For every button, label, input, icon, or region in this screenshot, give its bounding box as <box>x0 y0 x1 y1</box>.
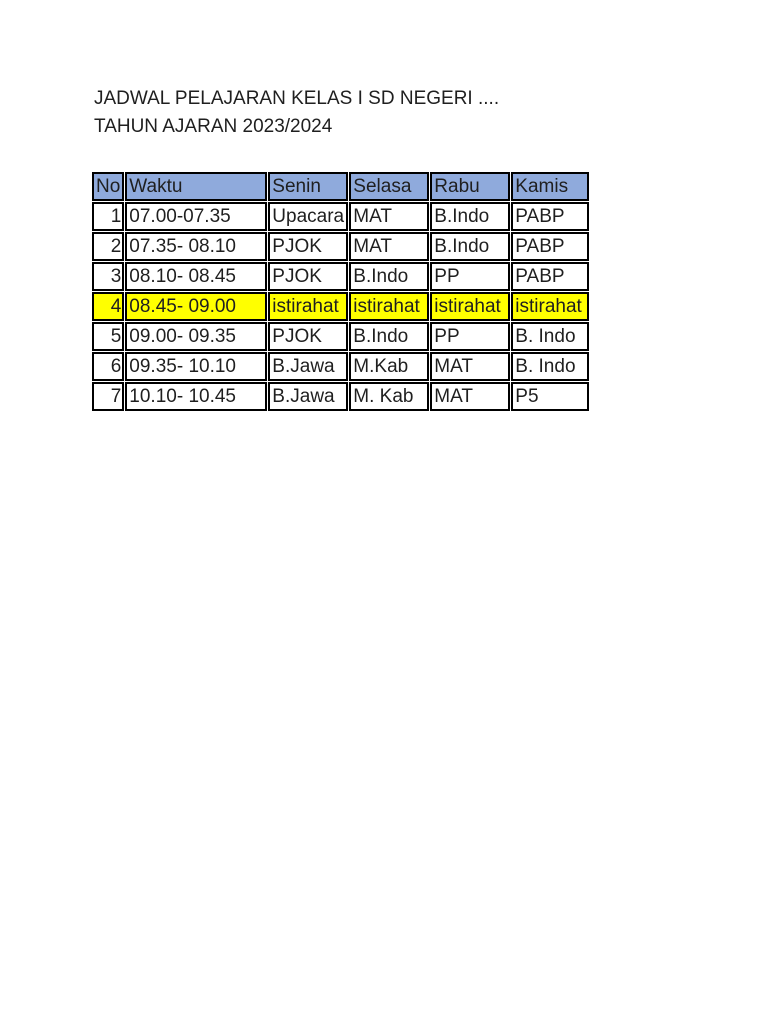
cell-selasa: M.Kab <box>349 352 430 381</box>
cell-no: 5 <box>92 322 125 351</box>
cell-kamis: PABP <box>511 232 590 261</box>
cell-rabu: B.Indo <box>430 232 511 261</box>
cell-senin: istirahat <box>268 292 349 321</box>
cell-waktu: 09.00- 09.35 <box>125 322 268 351</box>
cell-waktu: 08.10- 08.45 <box>125 262 268 291</box>
cell-rabu: PP <box>430 322 511 351</box>
cell-no: 1 <box>92 202 125 231</box>
cell-senin: PJOK <box>268 322 349 351</box>
cell-rabu: B.Indo <box>430 202 511 231</box>
cell-kamis: PABP <box>511 262 590 291</box>
cell-rabu: PP <box>430 262 511 291</box>
cell-waktu: 09.35- 10.10 <box>125 352 268 381</box>
cell-selasa: MAT <box>349 232 430 261</box>
cell-senin: PJOK <box>268 262 349 291</box>
cell-senin: PJOK <box>268 232 349 261</box>
header-selasa: Selasa <box>349 172 430 201</box>
cell-rabu: MAT <box>430 352 511 381</box>
cell-senin: B.Jawa <box>268 382 349 411</box>
cell-waktu: 10.10- 10.45 <box>125 382 268 411</box>
cell-selasa: MAT <box>349 202 430 231</box>
cell-kamis: B. Indo <box>511 322 590 351</box>
cell-waktu: 07.35- 08.10 <box>125 232 268 261</box>
cell-no: 2 <box>92 232 125 261</box>
cell-kamis: PABP <box>511 202 590 231</box>
cell-senin: Upacara <box>268 202 349 231</box>
header-no: No <box>92 172 125 201</box>
header-waktu: Waktu <box>125 172 268 201</box>
table-row-2: 2 07.35- 08.10 PJOK MAT B.Indo PABP <box>92 232 590 261</box>
cell-selasa: B.Indo <box>349 262 430 291</box>
cell-kamis: istirahat <box>511 292 590 321</box>
cell-no: 6 <box>92 352 125 381</box>
table-header-row: No Waktu Senin Selasa Rabu Kamis <box>92 172 590 201</box>
cell-no: 3 <box>92 262 125 291</box>
title-line-2: TAHUN AJARAN 2023/2024 <box>94 116 333 137</box>
table-row-3: 3 08.10- 08.45 PJOK B.Indo PP PABP <box>92 262 590 291</box>
title-line-1: JADWAL PELAJARAN KELAS I SD NEGERI .... <box>94 88 500 109</box>
table-row-4-istirahat: 4 08.45- 09.00 istirahat istirahat istir… <box>92 292 590 321</box>
table-row-6: 6 09.35- 10.10 B.Jawa M.Kab MAT B. Indo <box>92 352 590 381</box>
header-senin: Senin <box>268 172 349 201</box>
cell-selasa: M. Kab <box>349 382 430 411</box>
table-row-5: 5 09.00- 09.35 PJOK B.Indo PP B. Indo <box>92 322 590 351</box>
cell-selasa: B.Indo <box>349 322 430 351</box>
cell-rabu: istirahat <box>430 292 511 321</box>
cell-waktu: 07.00-07.35 <box>125 202 268 231</box>
schedule-table: No Waktu Senin Selasa Rabu Kamis 1 07.00… <box>91 171 590 412</box>
cell-rabu: MAT <box>430 382 511 411</box>
header-kamis: Kamis <box>511 172 590 201</box>
cell-senin: B.Jawa <box>268 352 349 381</box>
header-rabu: Rabu <box>430 172 511 201</box>
cell-waktu: 08.45- 09.00 <box>125 292 268 321</box>
cell-selasa: istirahat <box>349 292 430 321</box>
document-title: JADWAL PELAJARAN KELAS I SD NEGERI .... … <box>94 85 499 141</box>
cell-no: 4 <box>92 292 125 321</box>
cell-kamis: P5 <box>511 382 590 411</box>
table-row-7: 7 10.10- 10.45 B.Jawa M. Kab MAT P5 <box>92 382 590 411</box>
cell-kamis: B. Indo <box>511 352 590 381</box>
cell-no: 7 <box>92 382 125 411</box>
table-row-1: 1 07.00-07.35 Upacara MAT B.Indo PABP <box>92 202 590 231</box>
